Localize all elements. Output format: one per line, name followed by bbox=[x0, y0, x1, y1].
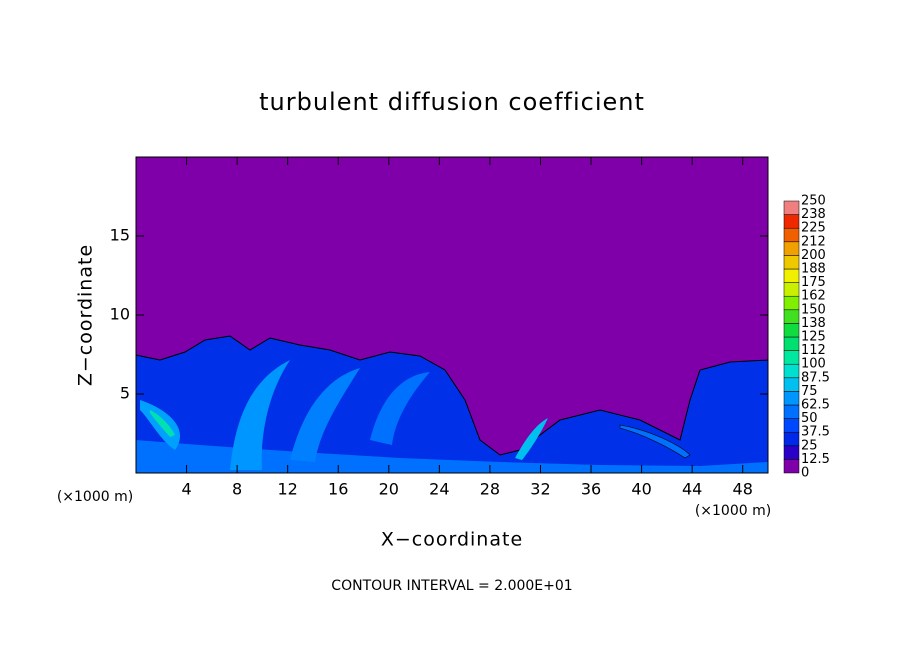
x-unit-left: (×1000 m) bbox=[57, 489, 133, 505]
colorbar-bin bbox=[783, 282, 800, 297]
eddy bbox=[515, 418, 548, 460]
colorbar-label: 238 bbox=[801, 207, 826, 222]
x-tick-label: 24 bbox=[429, 480, 449, 499]
colorbar-bin bbox=[783, 241, 800, 256]
colorbar-label: 225 bbox=[801, 221, 826, 236]
colorbar-bin bbox=[783, 350, 800, 365]
colorbar-bin bbox=[783, 309, 800, 324]
colorbar-label: 212 bbox=[801, 234, 826, 249]
x-tick-label: 16 bbox=[328, 480, 348, 499]
colorbar-bin bbox=[783, 214, 800, 229]
colorbar-label: 100 bbox=[801, 357, 826, 372]
colorbar-bin bbox=[783, 459, 800, 474]
annotation: CONTOUR INTERVAL = 2.000E+01 bbox=[331, 578, 572, 594]
surface-layer bbox=[136, 440, 768, 473]
y-tick-label: 15 bbox=[110, 226, 130, 245]
eddy bbox=[230, 360, 290, 470]
colorbar-label: 25 bbox=[801, 438, 818, 453]
colorbar-label: 188 bbox=[801, 262, 826, 277]
colorbar-label: 87.5 bbox=[801, 370, 830, 385]
x-unit-right: (×1000 m) bbox=[695, 503, 771, 519]
colorbar-label: 50 bbox=[801, 411, 818, 426]
colorbar-bin bbox=[783, 363, 800, 379]
colorbar-label: 37.5 bbox=[801, 425, 830, 440]
colorbar-label: 0 bbox=[801, 466, 809, 481]
y-axis-label: Z−coordinate bbox=[75, 244, 97, 386]
y-tick-label: 5 bbox=[120, 384, 130, 403]
x-tick-label: 36 bbox=[581, 480, 601, 499]
chart-title: turbulent diffusion coefficient bbox=[259, 88, 645, 116]
turbulent-layer bbox=[135, 335, 769, 474]
x-tick-label: 32 bbox=[530, 480, 550, 499]
colorbar-label: 200 bbox=[801, 248, 826, 263]
eddy bbox=[370, 372, 430, 445]
eddy bbox=[290, 368, 360, 462]
colorbar-label: 125 bbox=[801, 330, 826, 345]
x-axis-label: X−coordinate bbox=[381, 529, 523, 551]
colorbar-bin bbox=[783, 391, 800, 406]
x-tick-label: 40 bbox=[631, 480, 651, 499]
x-tick-label: 20 bbox=[379, 480, 399, 499]
colorbar-bin bbox=[783, 336, 800, 351]
y-tick-label: 10 bbox=[110, 305, 130, 324]
colorbar-label: 112 bbox=[801, 343, 826, 358]
colorbar-label: 62.5 bbox=[801, 398, 830, 413]
colorbar-bin bbox=[783, 255, 800, 270]
colorbar-bin bbox=[783, 323, 800, 338]
colorbar-label: 175 bbox=[801, 275, 826, 290]
colorbar-label: 162 bbox=[801, 289, 826, 304]
colorbar-label: 12.5 bbox=[801, 452, 830, 467]
colorbar-bin bbox=[783, 404, 800, 419]
colorbar-label: 150 bbox=[801, 302, 826, 317]
colorbar-bin bbox=[783, 227, 800, 243]
x-tick-label: 28 bbox=[480, 480, 500, 499]
x-tick-label: 4 bbox=[181, 480, 191, 499]
x-tick-label: 12 bbox=[278, 480, 298, 499]
x-tick-label: 44 bbox=[682, 480, 702, 499]
colorbar-bin bbox=[783, 418, 800, 433]
colorbar-bin bbox=[783, 431, 800, 447]
colorbar-bin bbox=[783, 200, 800, 215]
eddy bbox=[619, 424, 691, 459]
colorbar-label: 138 bbox=[801, 316, 826, 331]
x-tick-label: 8 bbox=[232, 480, 242, 499]
colorbar-label: 75 bbox=[801, 384, 818, 399]
colorbar-bin bbox=[783, 268, 800, 283]
field bbox=[135, 157, 769, 474]
colorbar-label: 250 bbox=[801, 194, 826, 209]
colorbar-bin bbox=[783, 295, 800, 311]
x-tick-label: 48 bbox=[733, 480, 753, 499]
colorbar-bin bbox=[783, 377, 800, 392]
colorbar-bin bbox=[783, 445, 800, 460]
eddy bbox=[150, 410, 175, 437]
